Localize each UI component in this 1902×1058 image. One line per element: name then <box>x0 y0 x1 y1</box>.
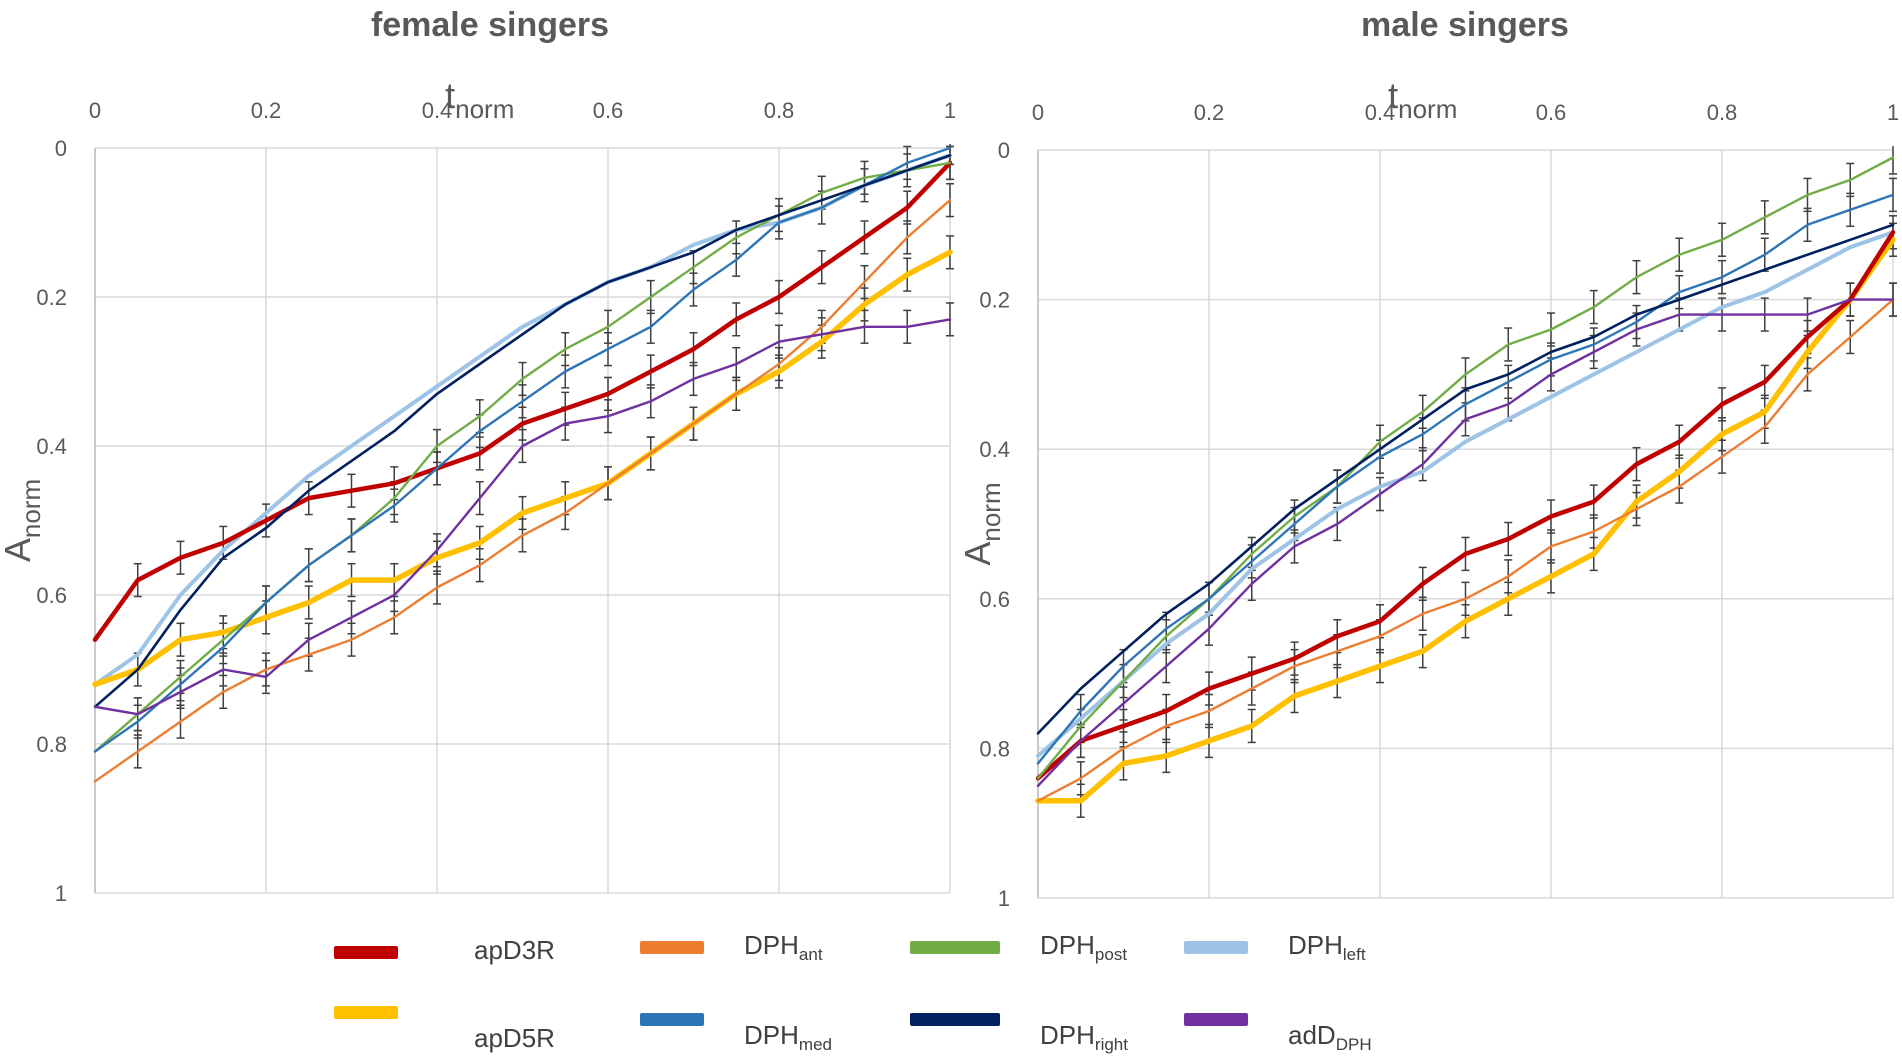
male-y-tick-label: 1 <box>998 886 1010 911</box>
female-y-tick-label: 0.6 <box>36 583 67 608</box>
female-chart-title: female singers <box>371 6 609 44</box>
male-series-add-dph <box>1036 298 1895 787</box>
male-series-apd3r <box>1035 230 1896 781</box>
female-x-axis-label: tnorm <box>445 75 514 124</box>
male-y-tick-label: 0.4 <box>979 437 1010 462</box>
male-series-apd5r <box>1035 237 1896 804</box>
male-x-axis-label: tnorm <box>1388 75 1457 124</box>
male-series-dph-ant <box>1036 298 1895 802</box>
male-x-tick-label: 0.6 <box>1536 100 1567 125</box>
male-x-tick-label: 0 <box>1032 100 1044 125</box>
male-x-axis-label-sub: norm <box>1398 94 1457 124</box>
female-series-dph-right <box>93 154 952 709</box>
female-series-dph-ant <box>93 199 952 783</box>
female-plot-area <box>92 144 954 783</box>
female-y-tick-label: 0.4 <box>36 434 67 459</box>
female-y-axis-label: Anorm <box>0 479 46 562</box>
male-y-axis-label: Anorm <box>957 482 1006 565</box>
male-series-dph-post <box>1036 156 1895 780</box>
female-y-axis-label-sub: norm <box>16 479 46 538</box>
female-x-tick-label: 0 <box>89 98 101 123</box>
female-y-tick-label: 1 <box>55 881 67 906</box>
female-series-dph-med <box>93 146 952 753</box>
male-chart-title: male singers <box>1361 6 1569 44</box>
male-y-tick-label: 0.2 <box>979 288 1010 313</box>
male-series-dph-med <box>1036 193 1895 765</box>
male-x-tick-label: 0.4 <box>1365 100 1396 125</box>
male-series-dph-right <box>1036 223 1895 735</box>
male-x-tick-label: 0.8 <box>1707 100 1738 125</box>
male-y-tick-label: 0.8 <box>979 736 1010 761</box>
female-series-apd3r <box>92 160 953 642</box>
male-series-dph-left <box>1036 230 1895 758</box>
female-x-tick-label: 0.4 <box>422 98 453 123</box>
male-y-tick-label: 0 <box>998 138 1010 163</box>
female-x-tick-label: 0.6 <box>593 98 624 123</box>
male-x-tick-label: 0.2 <box>1194 100 1225 125</box>
female-x-tick-label: 1 <box>944 98 956 123</box>
female-series-add-dph <box>93 318 952 716</box>
female-y-tick-label: 0.2 <box>36 285 67 310</box>
female-y-tick-label: 0 <box>55 136 67 161</box>
male-x-tick-label: 1 <box>1887 100 1899 125</box>
male-chart: male singers 0 0.2 0.4 0.6 0.8 1 0 0.2 0.4 0.6 0.8 1… <box>957 6 1899 911</box>
female-x-tick-label: 0.8 <box>764 98 795 123</box>
female-y-tick-label: 0.8 <box>36 732 67 757</box>
male-plot-area <box>1035 146 1897 818</box>
female-series-dph-post <box>93 161 952 753</box>
female-x-axis-label-sub: norm <box>455 94 514 124</box>
male-y-tick-label: 0.6 <box>979 587 1010 612</box>
female-chart: female singers 0 0.2 0.4 0.6 0.8 1 0 0.2 0.4 0.6 0.… <box>0 6 956 906</box>
male-y-axis-label-sub: norm <box>976 482 1006 541</box>
female-x-tick-label: 0.2 <box>251 98 282 123</box>
